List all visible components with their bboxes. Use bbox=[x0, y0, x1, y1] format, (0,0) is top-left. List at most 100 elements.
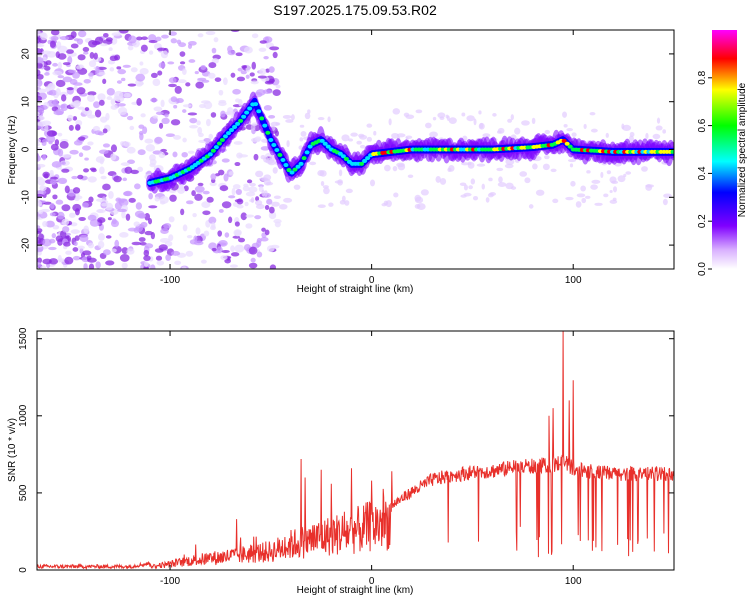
noise-speckle bbox=[49, 212, 56, 217]
noise-speckle bbox=[385, 200, 392, 208]
ridge-peak bbox=[229, 128, 235, 133]
snr-x-label: Height of straight line (km) bbox=[297, 585, 414, 596]
colorbar: 0.0 0.2 0.4 0.6 0.8 Normalized spectral ampl… bbox=[697, 30, 748, 276]
noise-speckle bbox=[219, 185, 229, 192]
noise-speckle bbox=[576, 193, 586, 198]
ridge-peak bbox=[670, 149, 674, 154]
noise-speckle bbox=[205, 118, 211, 127]
noise-speckle bbox=[214, 77, 222, 82]
noise-speckle bbox=[37, 138, 42, 143]
noise-speckle bbox=[609, 189, 613, 193]
noise-speckle bbox=[42, 220, 48, 227]
noise-speckle bbox=[42, 238, 52, 247]
noise-speckle bbox=[102, 143, 111, 148]
noise-speckle bbox=[168, 77, 177, 84]
noise-speckle bbox=[230, 30, 240, 33]
noise-speckle bbox=[110, 98, 116, 106]
noise-speckle bbox=[187, 112, 198, 116]
noise-speckle bbox=[111, 218, 117, 225]
noise-speckle bbox=[89, 51, 95, 59]
noise-speckle bbox=[208, 216, 217, 224]
noise-speckle bbox=[40, 32, 48, 41]
noise-speckle bbox=[612, 197, 617, 202]
noise-speckle bbox=[240, 70, 247, 75]
noise-speckle bbox=[83, 225, 90, 234]
noise-speckle bbox=[194, 185, 205, 193]
noise-speckle bbox=[268, 66, 275, 73]
noise-speckle bbox=[153, 106, 163, 112]
noise-speckle bbox=[71, 175, 78, 180]
noise-speckle bbox=[237, 67, 243, 72]
noise-speckle bbox=[83, 78, 91, 84]
noise-speckle bbox=[250, 124, 256, 131]
noise-speckle bbox=[185, 82, 191, 87]
noise-speckle bbox=[37, 48, 43, 55]
noise-speckle bbox=[228, 171, 234, 176]
noise-speckle bbox=[245, 74, 250, 79]
noise-speckle bbox=[317, 117, 325, 121]
ridge-peak bbox=[213, 145, 219, 150]
noise-speckle bbox=[201, 79, 210, 83]
noise-speckle bbox=[48, 89, 58, 96]
noise-speckle bbox=[248, 262, 258, 269]
noise-speckle bbox=[282, 114, 292, 119]
noise-speckle bbox=[429, 131, 438, 138]
noise-speckle bbox=[268, 114, 276, 119]
noise-speckle bbox=[161, 117, 170, 124]
noise-speckle bbox=[594, 202, 603, 206]
noise-speckle bbox=[286, 140, 290, 148]
noise-speckle bbox=[249, 182, 256, 187]
noise-speckle bbox=[583, 123, 587, 129]
noise-speckle bbox=[542, 163, 550, 171]
noise-speckle bbox=[62, 226, 70, 233]
noise-speckle bbox=[250, 80, 259, 85]
noise-speckle bbox=[186, 200, 194, 205]
ridge-peak bbox=[295, 164, 301, 169]
noise-speckle bbox=[83, 51, 89, 55]
noise-speckle bbox=[87, 214, 97, 221]
noise-speckle bbox=[392, 108, 401, 115]
noise-speckle bbox=[323, 187, 330, 195]
noise-speckle bbox=[198, 132, 204, 138]
noise-speckle bbox=[50, 143, 59, 151]
noise-speckle bbox=[359, 144, 366, 149]
noise-speckle bbox=[299, 137, 304, 142]
noise-speckle bbox=[87, 257, 97, 263]
noise-speckle bbox=[397, 163, 406, 171]
noise-speckle bbox=[497, 127, 505, 134]
noise-speckle bbox=[271, 201, 280, 207]
noise-speckle bbox=[200, 259, 207, 264]
noise-speckle bbox=[170, 38, 177, 44]
noise-speckle bbox=[40, 265, 47, 269]
noise-speckle bbox=[155, 111, 164, 116]
ridge-peak bbox=[561, 138, 567, 143]
noise-speckle bbox=[196, 120, 201, 126]
noise-speckle bbox=[62, 62, 71, 66]
noise-speckle bbox=[53, 110, 64, 116]
noise-speckle bbox=[259, 40, 267, 44]
noise-speckle bbox=[87, 94, 95, 102]
spectrogram-y-tick-label: -10 bbox=[21, 190, 32, 205]
noise-speckle bbox=[584, 195, 591, 199]
noise-speckle bbox=[46, 130, 57, 137]
noise-speckle bbox=[139, 242, 147, 246]
noise-speckle bbox=[435, 175, 441, 183]
noise-speckle bbox=[174, 260, 182, 265]
noise-speckle bbox=[590, 128, 598, 133]
noise-speckle bbox=[472, 196, 479, 201]
noise-speckle bbox=[229, 264, 238, 268]
noise-speckle bbox=[158, 244, 168, 251]
noise-speckle bbox=[52, 70, 63, 76]
noise-speckle bbox=[66, 87, 75, 91]
noise-speckle bbox=[459, 182, 467, 186]
snr-y-tick-label: 0 bbox=[18, 567, 29, 573]
noise-speckle bbox=[320, 181, 325, 187]
noise-speckle bbox=[250, 197, 255, 204]
noise-speckle bbox=[77, 106, 85, 110]
noise-speckle bbox=[50, 30, 60, 36]
noise-speckle bbox=[432, 116, 437, 121]
noise-speckle bbox=[575, 201, 582, 208]
noise-speckle bbox=[61, 218, 70, 226]
noise-speckle bbox=[37, 236, 42, 244]
noise-speckle bbox=[109, 55, 119, 62]
